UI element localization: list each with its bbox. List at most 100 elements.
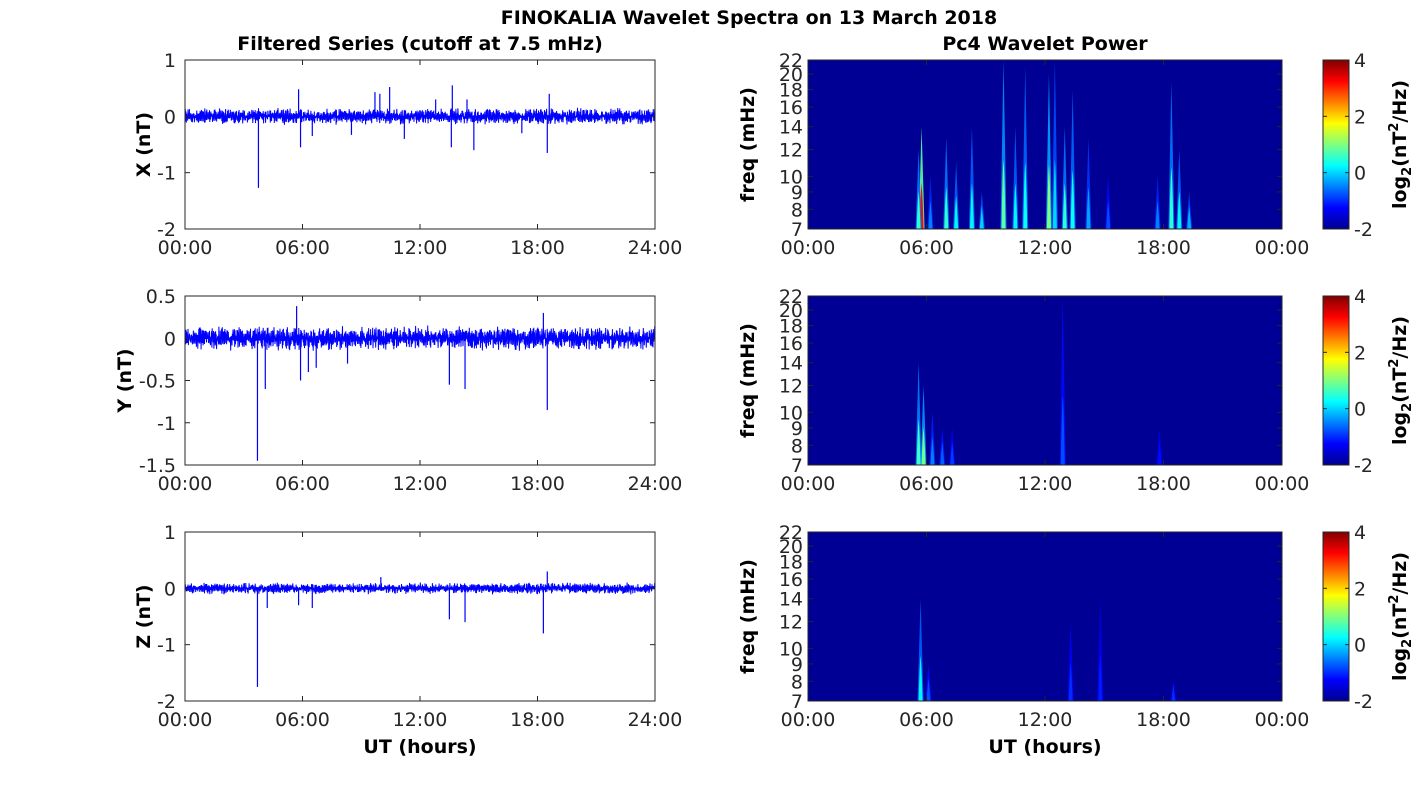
series-z-xtick-label: 00:00 — [158, 709, 213, 731]
wavelet-y-heatmap-bg — [808, 296, 1282, 465]
wavelet-y-ytick-label: 8 — [791, 435, 803, 457]
wavelet-y-ytick-label: 18 — [779, 316, 803, 338]
wavelet-x-colorbar-tick-label: 2 — [1354, 106, 1366, 128]
wavelet-z-colorbar-tick-label: -2 — [1354, 691, 1373, 713]
wavelet-x-colorbar-label: log2(nT2/Hz) — [1387, 80, 1415, 209]
series-x-ylabel: X (nT) — [133, 112, 155, 177]
wavelet-x-burst — [1022, 66, 1029, 229]
wavelet-x-ytick-label: 10 — [779, 166, 803, 188]
wavelet-y-ytick-label: 16 — [779, 333, 803, 355]
wavelet-y-colorbar-tick-label: 0 — [1354, 399, 1366, 421]
wavelet-z-ytick-label: 20 — [779, 536, 803, 558]
series-y-ytick-label: 0.5 — [146, 286, 176, 308]
series-x-plot-area — [185, 60, 655, 229]
wavelet-x-burst — [915, 149, 922, 229]
wavelet-y-ytick-label: 20 — [779, 300, 803, 322]
wavelet-x-burst-core — [928, 200, 933, 229]
wavelet-y-colorbar-tick-label: 2 — [1354, 342, 1366, 364]
series-x-ytick-label: 0 — [164, 106, 176, 128]
wavelet-z-colorbar-label: log2(nT2/Hz) — [1387, 552, 1415, 681]
wavelet-x-burst-core — [944, 187, 949, 229]
series-z-xlabel: UT (hours) — [363, 736, 476, 758]
wavelet-y-ylabel: freq (mHz) — [737, 323, 759, 438]
wavelet-x-ytick-label: 22 — [779, 50, 803, 72]
wavelet-x-burst-core — [969, 183, 974, 229]
series-y-xtick-label: 18:00 — [510, 473, 565, 495]
wavelet-x-ytick-label: 7 — [791, 219, 803, 241]
wavelet-x-burst — [1085, 137, 1092, 229]
series-y-xtick-label: 06:00 — [275, 473, 330, 495]
series-y-ytick-label: -1.5 — [139, 455, 176, 477]
wavelet-x-colorbar-tick-label: 4 — [1354, 50, 1366, 72]
wavelet-z-ytick-label: 14 — [779, 589, 803, 611]
wavelet-z-ytick-label: 12 — [779, 611, 803, 633]
wavelet-y-colorbar-tick-label: 4 — [1354, 286, 1366, 308]
wavelet-z-ylabel: freq (mHz) — [737, 559, 759, 674]
series-z-plot-area — [185, 532, 655, 701]
series-y-ylabel: Y (nT) — [114, 348, 136, 413]
series-y-ytick-label: 0 — [164, 328, 176, 350]
wavelet-x-burst-core — [954, 195, 959, 229]
wavelet-z-ytick-label: 22 — [779, 522, 803, 544]
wavelet-z-burst — [1067, 621, 1074, 701]
series-x-xtick-label: 12:00 — [393, 237, 448, 259]
series-y-line — [184, 325, 656, 351]
wavelet-y-ytick-label: 12 — [779, 375, 803, 397]
series-y-plot-area — [185, 296, 655, 465]
wavelet-x-burst — [968, 126, 975, 229]
series-x-xtick-label: 24:00 — [628, 237, 683, 259]
wavelet-z-xtick-label: 12:00 — [1018, 709, 1073, 731]
wavelet-z-burst-core — [1098, 655, 1103, 701]
series-z-ytick-label: 0 — [164, 578, 176, 600]
wavelet-y-burst — [915, 362, 922, 465]
wavelet-y-burst-core — [921, 427, 926, 465]
figure-title: FINOKALIA Wavelet Spectra on 13 March 20… — [501, 7, 997, 29]
wavelet-x-xtick-label: 06:00 — [899, 237, 954, 259]
wavelet-x-xtick-label: 12:00 — [1018, 237, 1073, 259]
series-y-ytick-label: -1 — [157, 413, 176, 435]
wavelet-x-burst-core — [1062, 183, 1067, 229]
wavelet-y-ytick-label: 9 — [791, 418, 803, 440]
wavelet-x-ytick-label: 18 — [779, 80, 803, 102]
wavelet-x-ylabel: freq (mHz) — [737, 87, 759, 202]
wavelet-x-heatmap-bg — [808, 60, 1282, 229]
wavelet-x-burst-core — [1106, 200, 1111, 229]
wavelet-z-ytick-label: 9 — [791, 654, 803, 676]
wavelet-y-burst-core — [940, 442, 945, 465]
series-y-xtick-label: 12:00 — [393, 473, 448, 495]
wavelet-x-burst — [1061, 126, 1068, 229]
wavelet-x-burst-core — [1169, 167, 1174, 229]
wavelet-z-ytick-label: 16 — [779, 569, 803, 591]
wavelet-y-xtick-label: 00:00 — [781, 473, 836, 495]
series-x-xtick-label: 06:00 — [275, 237, 330, 259]
series-z-ytick-label: -1 — [157, 635, 176, 657]
wavelet-z-xtick-label: 00:00 — [781, 709, 836, 731]
wavelet-x-colorbar-tick-label: -2 — [1354, 219, 1373, 241]
wavelet-z-heatmap-bg — [808, 532, 1282, 701]
wavelet-z-colorbar-tick-label: 2 — [1354, 578, 1366, 600]
wavelet-x-burst — [1176, 149, 1183, 229]
wavelet-x-ytick-label: 20 — [779, 64, 803, 86]
wavelet-y-ytick-label: 22 — [779, 286, 803, 308]
series-x-ytick-label: 1 — [164, 50, 176, 72]
wavelet-x-burst-core — [1023, 162, 1028, 229]
wavelet-z-burst — [1097, 598, 1104, 701]
wavelet-x-colorbar — [1322, 59, 1350, 230]
wavelet-x-ytick-label: 12 — [779, 139, 803, 161]
series-y-ytick-label: -0.5 — [139, 371, 176, 393]
right-column-title: Pc4 Wavelet Power — [942, 33, 1148, 55]
wavelet-y-burst-core — [930, 436, 935, 465]
wavelet-x-ytick-label: 14 — [779, 117, 803, 139]
wavelet-z-xtick-label: 06:00 — [899, 709, 954, 731]
series-x-xtick-label: 00:00 — [158, 237, 213, 259]
wavelet-x-burst-core — [1013, 183, 1018, 229]
left-column-title: Filtered Series (cutoff at 7.5 mHz) — [237, 33, 603, 55]
wavelet-y-burst-core — [950, 442, 955, 465]
series-x-ytick-label: -2 — [157, 219, 176, 241]
wavelet-y-xtick-label: 12:00 — [1018, 473, 1073, 495]
series-z-xtick-label: 06:00 — [275, 709, 330, 731]
wavelet-x-burst — [953, 162, 960, 229]
wavelet-x-burst-core — [1155, 200, 1160, 229]
wavelet-x-burst-core — [916, 191, 921, 229]
